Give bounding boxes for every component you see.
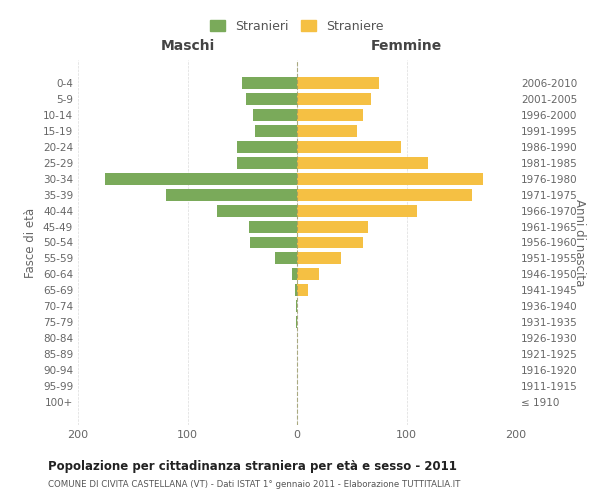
Bar: [242, 76, 297, 88]
Bar: [250, 236, 297, 248]
Bar: [297, 268, 319, 280]
Bar: [249, 220, 297, 232]
Bar: [237, 156, 297, 168]
Bar: [297, 252, 341, 264]
Bar: [297, 172, 483, 184]
Bar: [297, 156, 428, 168]
Bar: [256, 124, 297, 136]
Y-axis label: Anni di nascita: Anni di nascita: [573, 199, 586, 286]
Bar: [292, 268, 297, 280]
Bar: [297, 204, 418, 216]
Bar: [297, 92, 371, 104]
Legend: Stranieri, Straniere: Stranieri, Straniere: [205, 15, 389, 38]
Y-axis label: Fasce di età: Fasce di età: [25, 208, 37, 278]
Bar: [296, 316, 297, 328]
Bar: [275, 252, 297, 264]
Bar: [237, 140, 297, 152]
Text: COMUNE DI CIVITA CASTELLANA (VT) - Dati ISTAT 1° gennaio 2011 - Elaborazione TUT: COMUNE DI CIVITA CASTELLANA (VT) - Dati …: [48, 480, 460, 489]
Bar: [297, 236, 362, 248]
Bar: [253, 108, 297, 120]
Bar: [295, 284, 297, 296]
Bar: [297, 220, 368, 232]
Text: Popolazione per cittadinanza straniera per età e sesso - 2011: Popolazione per cittadinanza straniera p…: [48, 460, 457, 473]
Bar: [217, 204, 297, 216]
Bar: [297, 284, 308, 296]
Bar: [297, 108, 362, 120]
Bar: [297, 140, 401, 152]
Bar: [245, 92, 297, 104]
Bar: [166, 188, 297, 200]
Bar: [106, 172, 297, 184]
Text: Maschi: Maschi: [160, 38, 215, 52]
Bar: [297, 188, 472, 200]
Bar: [297, 124, 357, 136]
Text: Femmine: Femmine: [371, 38, 442, 52]
Bar: [297, 76, 379, 88]
Bar: [296, 300, 297, 312]
